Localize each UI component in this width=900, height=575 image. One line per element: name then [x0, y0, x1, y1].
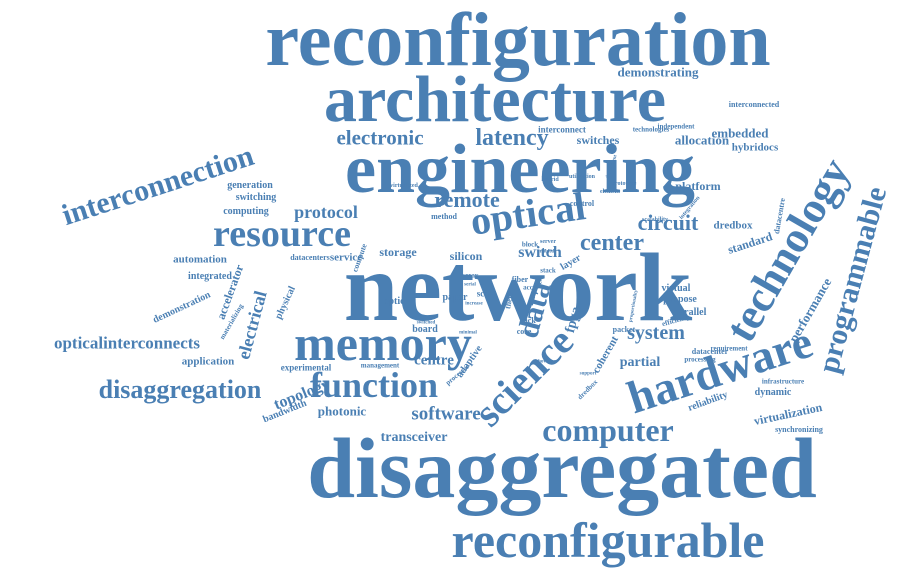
word-optic: optic: [383, 296, 405, 307]
word-circuit: circuit: [637, 210, 699, 235]
word-switch: switch: [518, 244, 562, 261]
word-reconfiguration: reconfiguration: [265, 0, 771, 82]
word-processing: processing: [684, 355, 716, 364]
word-switches: switches: [576, 133, 620, 147]
word-virtual: virtual: [661, 283, 691, 294]
word-prototype: prototype: [611, 181, 637, 187]
word-generation: generation: [227, 180, 273, 191]
word-scale: scale: [476, 288, 496, 299]
word-engineering: engineering: [345, 131, 695, 208]
word-support: support: [579, 371, 597, 377]
word-electronic: electronic: [336, 125, 424, 150]
word-partial: partial: [619, 355, 661, 370]
word-remote: remote: [434, 187, 500, 212]
word-enabled: enabled: [537, 249, 555, 255]
word-application: application: [181, 355, 235, 368]
word-minimal: minimal: [459, 330, 477, 336]
word-centre: centre: [414, 352, 454, 369]
word-virtualized: virtualized: [390, 183, 418, 189]
word-protocol: protocol: [294, 202, 358, 222]
word-switching: switching: [235, 192, 277, 203]
word-electrical: electrical: [233, 288, 271, 362]
word-element: element: [600, 189, 620, 195]
word-block: block: [521, 240, 539, 249]
word-center: center: [580, 230, 644, 256]
word-network: network: [343, 234, 693, 342]
word-synchronizing: synchronizing: [775, 425, 823, 434]
word-computer: computer: [542, 412, 674, 448]
word-function: function: [309, 365, 439, 405]
word-interconnect: interconnect: [538, 124, 586, 135]
word-system: system: [627, 322, 685, 344]
word-integrated: integrated: [188, 271, 232, 282]
word-datacenter: datacenter: [691, 347, 729, 356]
word-silicon: silicon: [449, 249, 483, 263]
word-transceiver: transceiver: [380, 430, 448, 445]
word-increase: increase: [465, 301, 483, 307]
word-software: software: [411, 403, 481, 425]
word-technologies: technologies: [632, 125, 670, 134]
word-propose: propose: [663, 294, 697, 305]
word-allocation: allocation: [674, 132, 730, 148]
word-hybridocs: hybridocs: [731, 141, 779, 154]
word-architecture: architecture: [323, 63, 667, 136]
word-independent: independent: [657, 122, 695, 131]
word-core: core: [516, 327, 532, 336]
word-computing: computing: [223, 206, 269, 217]
word-experimental: experimental: [280, 362, 332, 373]
word-method: method: [431, 212, 457, 221]
word-demonstration: demonstration: [151, 289, 213, 326]
word-reconfigurable: reconfigurable: [451, 512, 765, 568]
word-paper: paper: [442, 292, 468, 303]
word-field: field: [535, 275, 544, 289]
word-fiber: fiber: [511, 275, 529, 284]
word-latency: latency: [475, 125, 549, 151]
word-serial: serial: [464, 282, 476, 288]
word-disaggregated: disaggregated: [307, 420, 817, 516]
word-opticalinterconnects: opticalinterconnects: [53, 333, 201, 353]
word-dredbox-small: dredbox: [576, 378, 600, 402]
word-control: control: [569, 199, 595, 208]
word-acc: acc: [523, 283, 533, 292]
word-infrastructure: infrastructure: [761, 377, 805, 386]
word-platform: platform: [675, 179, 721, 193]
word-photonic: photonic: [317, 403, 367, 419]
word-dynamic: dynamic: [754, 387, 792, 398]
word-utilization: utilization: [568, 174, 596, 180]
word-hybrid: hybrid: [541, 177, 559, 183]
word-packet: packet: [612, 325, 636, 334]
word-automation: automation: [173, 253, 227, 266]
word-scalability: scalability: [641, 217, 669, 223]
word-stack: stack: [540, 266, 556, 275]
word-embedded: embedded: [711, 125, 769, 141]
word-array: array: [461, 271, 479, 280]
word-disaggregation: disaggregation: [98, 375, 262, 404]
word-server: server: [540, 239, 556, 245]
word-resource: resource: [213, 213, 351, 255]
word-datacenters: datacenters: [290, 253, 330, 262]
word-storage: storage: [379, 245, 417, 259]
word-board: board: [412, 324, 438, 335]
word-memory: memory: [294, 315, 472, 371]
word-service: service: [329, 251, 363, 264]
word-dredbox: dredbox: [713, 219, 753, 232]
word-interconnected: interconnected: [728, 100, 780, 109]
word-showcase: showcase: [536, 359, 556, 365]
word-management: management: [360, 361, 400, 370]
word-rack: rack: [520, 316, 536, 325]
word-parallel: parallel: [673, 307, 707, 318]
word-requirement: requirement: [710, 344, 748, 353]
word-demonstrating: demonstrating: [617, 64, 699, 80]
word-switched: switched: [416, 320, 436, 326]
